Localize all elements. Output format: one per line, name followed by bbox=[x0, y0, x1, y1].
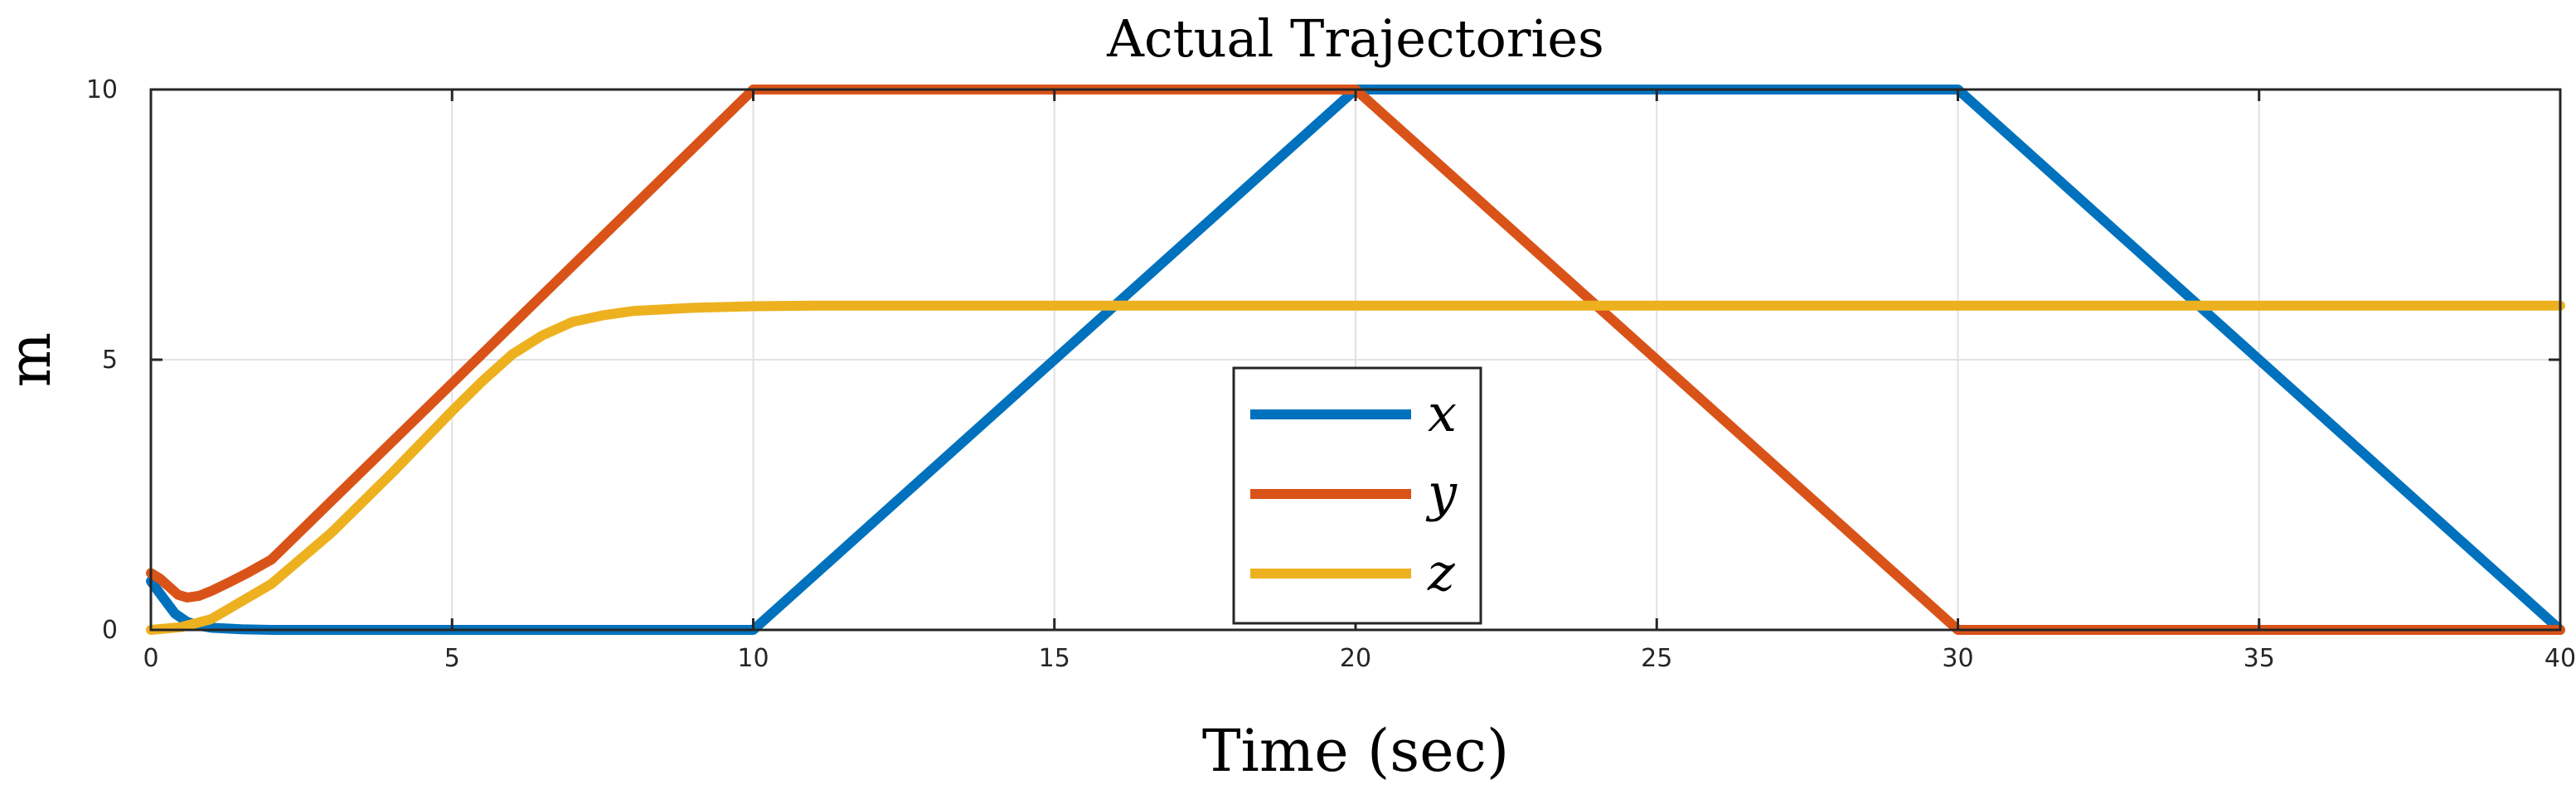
legend-label-z: z bbox=[1427, 542, 1455, 603]
series-line-z bbox=[146, 300, 2565, 635]
x-tick-label: 0 bbox=[143, 644, 158, 673]
legend: xyz bbox=[1232, 366, 1482, 625]
x-tick-label: 25 bbox=[1641, 644, 1672, 673]
y-tick-label: 10 bbox=[86, 75, 118, 104]
legend-label-y: y bbox=[1425, 462, 1458, 523]
x-tick-label: 20 bbox=[1340, 644, 1371, 673]
y-tick-label: 0 bbox=[102, 616, 118, 645]
x-tick-label: 35 bbox=[2244, 644, 2275, 673]
x-tick-label: 40 bbox=[2544, 644, 2576, 673]
x-tick-label: 15 bbox=[1039, 644, 1070, 673]
axis-ticks: 0 5 10 15 20 25 30 35 40 0 5 10 bbox=[86, 75, 2576, 673]
x-axis-label: Time (sec) bbox=[1202, 717, 1509, 785]
chart-title: Actual Trajectories bbox=[1106, 8, 1604, 69]
y-axis-label: m bbox=[0, 332, 64, 387]
x-tick-label: 10 bbox=[737, 644, 769, 673]
legend-label-x: x bbox=[1428, 383, 1457, 443]
y-tick-label: 5 bbox=[102, 346, 118, 375]
x-tick-label: 5 bbox=[444, 644, 460, 673]
x-tick-label: 30 bbox=[1942, 644, 1973, 673]
